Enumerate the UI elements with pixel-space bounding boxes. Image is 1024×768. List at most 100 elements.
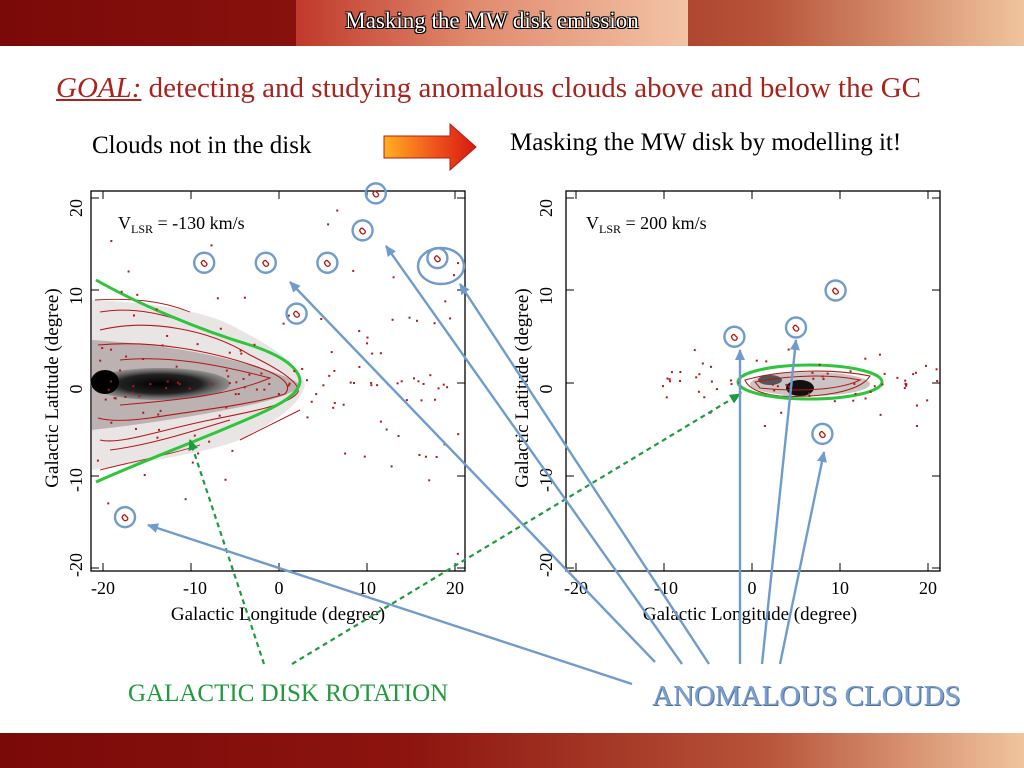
noise-speck [422, 382, 425, 385]
noise-speck [216, 297, 219, 300]
noise-speck [320, 317, 323, 320]
svg-text:-10: -10 [183, 578, 207, 598]
svg-text:-10: -10 [66, 468, 86, 492]
left-cloud-emission [433, 255, 441, 263]
left-cloud-emission [292, 310, 301, 318]
noise-speck [833, 400, 836, 403]
noise-speck [771, 383, 774, 386]
noise-speck [243, 296, 246, 299]
noise-speck [665, 396, 668, 399]
noise-speck [679, 380, 682, 383]
left-disk-emission [90, 298, 305, 471]
subtitle-right: Masking the MW disk by modelling it! [510, 129, 902, 156]
noise-speck [926, 399, 929, 402]
noise-speck [306, 416, 309, 419]
right-x-axis-label: Galactic Longitude (degree) [643, 604, 857, 625]
right-cloud-circle [784, 316, 808, 339]
noise-speck [878, 353, 881, 356]
noise-speck [729, 379, 732, 382]
noise-speck [193, 434, 196, 437]
noise-speck [219, 327, 222, 330]
noise-speck [776, 385, 779, 388]
noise-speck [327, 223, 330, 226]
right-speckles [662, 348, 939, 427]
anomalous-arrows [147, 245, 827, 686]
noise-speck [370, 384, 373, 387]
noise-speck [826, 372, 829, 375]
noise-speck [248, 373, 251, 376]
left-x-tick-labels: -20 -10 0 10 20 [91, 578, 464, 598]
noise-speck [811, 371, 814, 374]
noise-speck [379, 420, 382, 423]
noise-speck [287, 384, 290, 387]
noise-speck [240, 352, 243, 355]
noise-speck [288, 382, 291, 385]
noise-speck [110, 348, 113, 351]
noise-speck [211, 383, 214, 386]
noise-speck [881, 383, 884, 386]
noise-speck [433, 398, 436, 401]
noise-speck [114, 397, 117, 400]
noise-speck [132, 314, 135, 317]
rotation-arrow-right [291, 393, 741, 665]
noise-speck [358, 329, 361, 332]
left-cloud-circle [316, 251, 339, 274]
noise-speck [237, 393, 240, 396]
noise-speck [365, 342, 368, 345]
noise-speck [396, 382, 399, 385]
svg-text:10: 10 [66, 287, 86, 305]
svg-text:-10: -10 [654, 578, 678, 598]
left-speckles [96, 209, 460, 555]
noise-speck [158, 428, 161, 431]
right-cloud-circle [824, 279, 847, 302]
goal-text: detecting and studying anomalous clouds … [141, 72, 922, 104]
right-panel: VLSR = 200 km/s -20 -10 0 10 20 20 10 0 … [512, 190, 941, 625]
noise-speck [818, 363, 821, 366]
noise-speck [371, 352, 374, 355]
noise-speck [113, 397, 116, 400]
noise-speck [915, 404, 918, 407]
noise-speck [412, 377, 415, 380]
svg-text:20: 20 [536, 199, 556, 217]
svg-text:10: 10 [536, 287, 556, 305]
noise-speck [110, 421, 113, 424]
right-anomalous-clouds [723, 279, 847, 446]
left-cloud-emission [200, 259, 208, 267]
noise-speck [166, 334, 169, 337]
noise-speck [184, 498, 187, 501]
noise-speck [416, 319, 419, 322]
svg-text:0: 0 [536, 385, 556, 394]
noise-speck [310, 400, 313, 403]
slide-title: Masking the MW disk emission [345, 8, 639, 33]
noise-speck [392, 276, 395, 279]
noise-speck [132, 385, 135, 388]
noise-speck [912, 373, 915, 376]
noise-speck [225, 369, 228, 372]
left-cloud-circle [192, 251, 216, 274]
right-plot-frame [565, 190, 941, 572]
noise-speck [679, 371, 682, 374]
noise-speck [110, 380, 113, 383]
noise-speck [896, 376, 899, 379]
noise-speck [773, 389, 776, 392]
noise-speck [370, 381, 373, 384]
noise-speck [99, 359, 102, 362]
anomalous-arrow-1 [147, 523, 633, 686]
noise-speck [456, 552, 459, 555]
noise-speck [255, 388, 258, 391]
noise-speck [155, 308, 158, 311]
right-y-axis-label: Galactic Latitude (degree) [512, 288, 533, 487]
noise-speck [342, 403, 345, 406]
noise-speck [442, 383, 445, 386]
noise-speck [131, 391, 134, 394]
right-cloud-emission [792, 324, 800, 332]
noise-speck [693, 349, 696, 352]
noise-speck [864, 357, 867, 360]
noise-speck [260, 372, 263, 375]
subtitle-left: Clouds not in the disk [92, 132, 312, 159]
noise-speck [352, 269, 355, 272]
right-cloud-circle [811, 422, 834, 446]
left-cloud-emission [262, 259, 270, 267]
right-velocity-label: VLSR = 200 km/s [586, 213, 707, 236]
